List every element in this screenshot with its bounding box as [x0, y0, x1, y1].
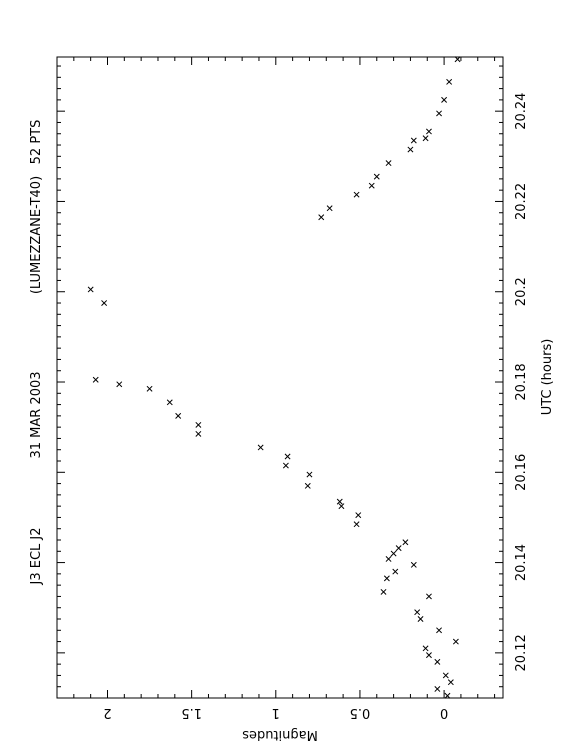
data-point	[338, 503, 345, 510]
y-axis-ticks: 0 0.5 1 1.5 2	[56, 57, 496, 720]
data-point	[402, 539, 409, 546]
data-point	[417, 616, 424, 622]
data-point	[383, 575, 390, 582]
data-point	[447, 679, 454, 686]
data-point	[257, 444, 264, 451]
x-tick-label: 20.16	[514, 454, 529, 491]
data-point	[410, 561, 417, 568]
data-point	[407, 146, 414, 153]
title-part: 52 PTS	[29, 120, 44, 165]
data-point	[116, 381, 123, 388]
data-point	[425, 128, 432, 135]
data-point	[92, 376, 99, 383]
data-point	[425, 593, 432, 600]
data-point	[395, 545, 402, 552]
data-point	[195, 421, 202, 428]
data-point	[195, 430, 202, 437]
y-tick-label: 1.5	[181, 705, 202, 720]
x-tick-label: 20.22	[514, 183, 529, 220]
data-point	[392, 568, 399, 575]
data-point	[146, 385, 153, 392]
data-point	[385, 556, 392, 562]
data-point	[353, 191, 360, 198]
data-point	[304, 482, 311, 489]
chart-title: J3 ECL J2 31 MAR 2003 (LUMEZZANE-T40) 52 PT…	[29, 120, 44, 586]
x-tick-label: 20.2	[514, 277, 529, 306]
title-part: 31 MAR 2003	[29, 371, 44, 458]
y-tick-label: 0	[440, 705, 448, 720]
plot-frame	[56, 56, 504, 699]
y-tick-label: 1	[272, 705, 280, 720]
data-point	[101, 300, 108, 306]
data-point	[454, 56, 461, 63]
data-point	[385, 160, 392, 167]
data-point	[353, 521, 360, 528]
data-point	[441, 96, 448, 103]
x-tick-label: 20.12	[514, 634, 529, 671]
data-point	[166, 399, 173, 406]
data-point	[436, 627, 442, 634]
data-point	[414, 609, 421, 616]
data-point	[373, 173, 380, 180]
data-point	[336, 498, 343, 505]
x-tick-label: 20.18	[514, 363, 529, 400]
data-point	[434, 686, 441, 692]
y-axis-label: Magnitudes	[242, 727, 318, 742]
x-tick-label: 20.24	[514, 93, 529, 130]
data-point	[284, 453, 291, 460]
y-tick-label: 0.5	[350, 705, 371, 720]
title-part: J3 ECL J2	[29, 527, 44, 585]
title-part: (LUMEZZANE-T40)	[29, 176, 44, 294]
data-point	[326, 205, 333, 212]
x-tick-label: 20.14	[514, 544, 529, 581]
data-point	[434, 658, 441, 665]
data-point	[452, 638, 459, 645]
data-points	[87, 56, 461, 699]
x-axis-label: UTC (hours)	[540, 339, 555, 416]
x-axis-ticks: 20.12 20.14 20.16 20.18 20.2 20.22 20.24	[57, 65, 529, 699]
data-point	[380, 588, 387, 595]
data-point	[444, 692, 451, 699]
data-point	[306, 471, 313, 478]
data-point	[355, 512, 362, 519]
data-point	[422, 645, 429, 652]
data-point	[410, 137, 417, 144]
data-point	[175, 412, 182, 419]
data-point	[87, 286, 94, 293]
data-point	[282, 462, 289, 469]
data-point	[425, 652, 432, 659]
data-point	[436, 110, 442, 117]
data-point	[442, 672, 449, 679]
data-point	[422, 135, 429, 142]
data-point	[368, 182, 375, 189]
data-point	[446, 78, 453, 85]
y-tick-label: 2	[103, 705, 111, 720]
data-point	[318, 214, 325, 221]
data-point	[390, 550, 397, 557]
